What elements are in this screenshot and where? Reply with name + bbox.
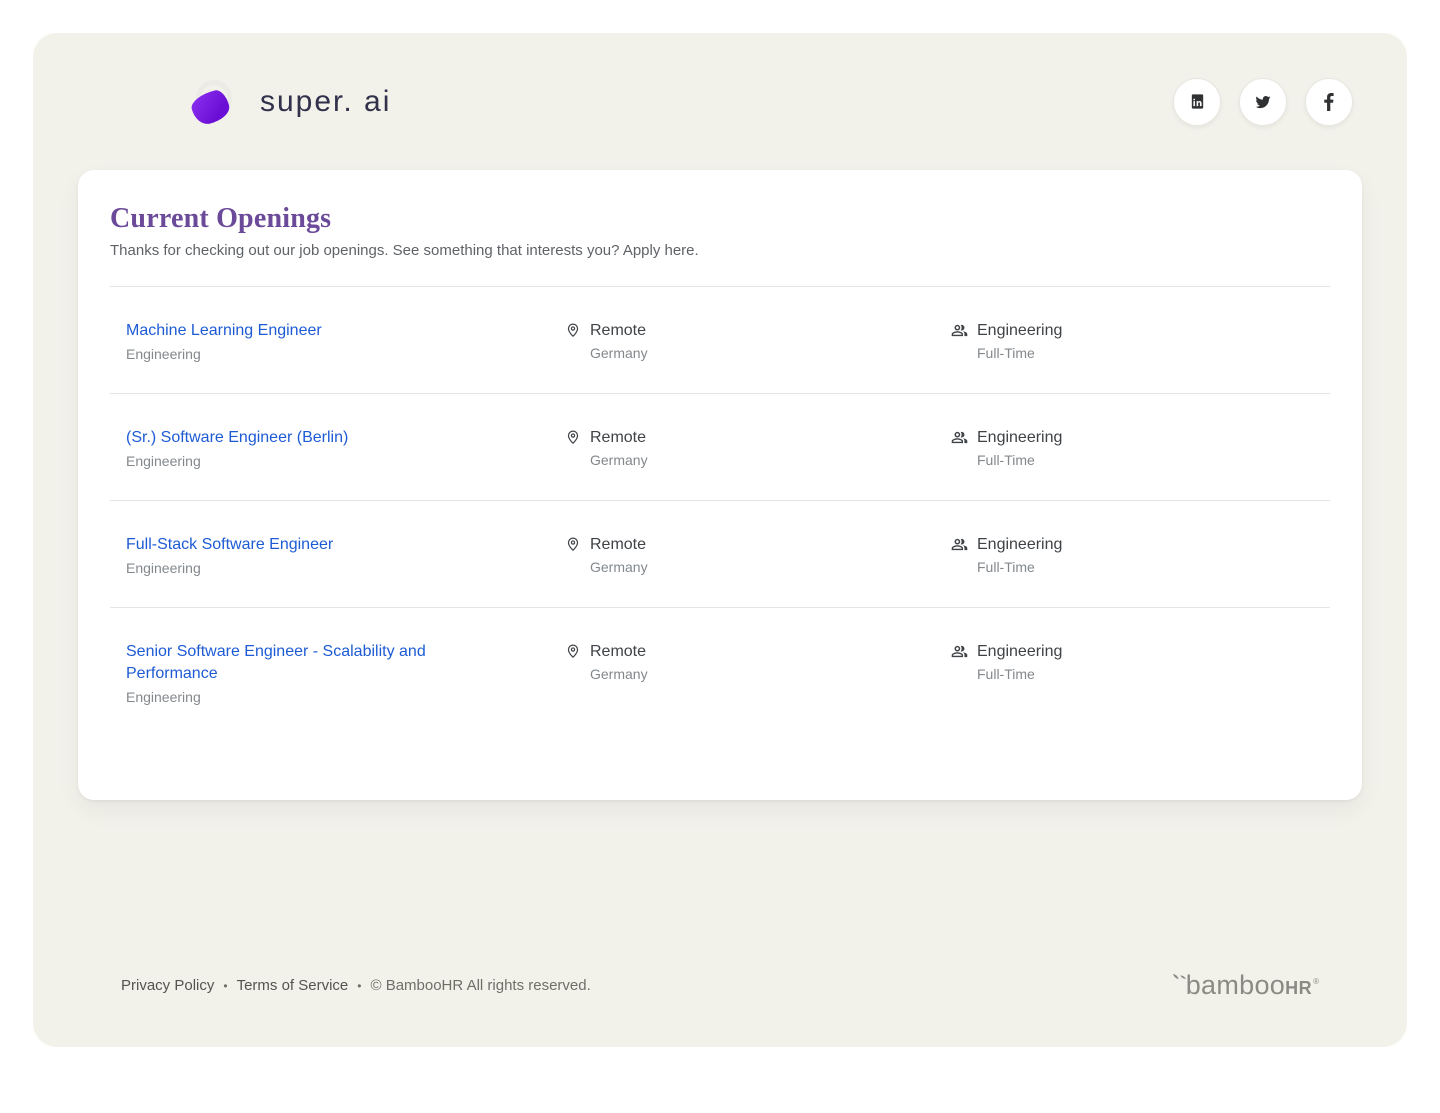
job-location-cell: Remote Germany bbox=[565, 534, 951, 578]
job-list: Machine Learning Engineer Engineering Re… bbox=[110, 286, 1330, 736]
footer-separator: • bbox=[357, 978, 362, 993]
job-country: Germany bbox=[590, 345, 648, 361]
job-row: Machine Learning Engineer Engineering Re… bbox=[110, 286, 1330, 393]
people-icon bbox=[951, 536, 968, 578]
facebook-icon bbox=[1324, 92, 1334, 111]
job-department: Engineering bbox=[126, 346, 201, 362]
job-country: Germany bbox=[590, 452, 648, 468]
job-location-cell: Remote Germany bbox=[565, 320, 951, 364]
job-employment-type: Full-Time bbox=[977, 345, 1035, 361]
header: super. ai bbox=[33, 33, 1407, 170]
registered-mark: ® bbox=[1313, 977, 1319, 986]
location-pin-icon bbox=[565, 643, 581, 707]
job-group: Engineering bbox=[977, 322, 1063, 339]
linkedin-button[interactable] bbox=[1173, 77, 1221, 126]
location-pin-icon bbox=[565, 322, 581, 364]
job-row: (Sr.) Software Engineer (Berlin) Enginee… bbox=[110, 393, 1330, 500]
job-location: Remote bbox=[590, 536, 647, 553]
brand-wordmark: super. ai bbox=[260, 84, 392, 118]
facebook-button[interactable] bbox=[1305, 77, 1353, 126]
job-group: Engineering bbox=[977, 429, 1063, 446]
brand-logo: super. ai bbox=[188, 78, 392, 127]
job-location-cell: Remote Germany bbox=[565, 427, 951, 471]
copyright-text: © BambooHR All rights reserved. bbox=[370, 977, 591, 994]
footer-separator: • bbox=[223, 978, 228, 993]
careers-page-canvas: super. ai Current Openings Thanks for bbox=[33, 33, 1407, 1047]
job-title-cell: Full-Stack Software Engineer Engineering bbox=[110, 534, 565, 578]
job-title-link[interactable]: Senior Software Engineer - Scalability a… bbox=[126, 643, 426, 682]
job-country: Germany bbox=[590, 559, 648, 575]
job-row: Senior Software Engineer - Scalability a… bbox=[110, 607, 1330, 736]
job-location: Remote bbox=[590, 322, 647, 339]
job-location-cell: Remote Germany bbox=[565, 641, 951, 707]
job-employment-type: Full-Time bbox=[977, 452, 1035, 468]
superai-logo-icon bbox=[188, 78, 238, 127]
twitter-icon bbox=[1254, 93, 1272, 111]
job-department: Engineering bbox=[126, 453, 201, 469]
people-icon bbox=[951, 643, 968, 707]
job-title-link[interactable]: Full-Stack Software Engineer bbox=[126, 536, 334, 553]
job-group-cell: Engineering Full-Time bbox=[951, 534, 1330, 578]
terms-of-service-link[interactable]: Terms of Service bbox=[236, 977, 349, 994]
bamboo-logo-hr: HR bbox=[1285, 978, 1313, 998]
job-department: Engineering bbox=[126, 560, 201, 576]
job-group: Engineering bbox=[977, 536, 1063, 553]
job-title-link[interactable]: (Sr.) Software Engineer (Berlin) bbox=[126, 429, 349, 446]
linkedin-icon bbox=[1189, 93, 1206, 110]
location-pin-icon bbox=[565, 429, 581, 471]
social-links bbox=[1173, 77, 1353, 126]
people-icon bbox=[951, 429, 968, 471]
job-employment-type: Full-Time bbox=[977, 559, 1035, 575]
job-group-cell: Engineering Full-Time bbox=[951, 641, 1330, 707]
job-employment-type: Full-Time bbox=[977, 666, 1035, 682]
job-group-cell: Engineering Full-Time bbox=[951, 427, 1330, 471]
job-title-cell: Senior Software Engineer - Scalability a… bbox=[110, 641, 565, 707]
people-icon bbox=[951, 322, 968, 364]
job-country: Germany bbox=[590, 666, 648, 682]
page-subtitle: Thanks for checking out our job openings… bbox=[110, 242, 699, 259]
job-group-cell: Engineering Full-Time bbox=[951, 320, 1330, 364]
privacy-policy-link[interactable]: Privacy Policy bbox=[121, 977, 215, 994]
page-title: Current Openings bbox=[110, 203, 332, 234]
twitter-button[interactable] bbox=[1239, 77, 1287, 126]
bamboo-leaf-icon bbox=[1172, 972, 1188, 990]
job-row: Full-Stack Software Engineer Engineering… bbox=[110, 500, 1330, 607]
job-title-link[interactable]: Machine Learning Engineer bbox=[126, 322, 322, 339]
openings-card: Current Openings Thanks for checking out… bbox=[78, 170, 1362, 800]
footer: Privacy Policy • Terms of Service • © Ba… bbox=[121, 970, 1319, 1001]
job-title-cell: (Sr.) Software Engineer (Berlin) Enginee… bbox=[110, 427, 565, 471]
job-location: Remote bbox=[590, 643, 647, 660]
job-title-cell: Machine Learning Engineer Engineering bbox=[110, 320, 565, 364]
bamboo-logo-text: bamboo bbox=[1185, 970, 1286, 1000]
bamboohr-logo[interactable]: bamboo HR ® bbox=[1172, 970, 1319, 1001]
job-group: Engineering bbox=[977, 643, 1063, 660]
job-department: Engineering bbox=[126, 689, 201, 705]
location-pin-icon bbox=[565, 536, 581, 578]
job-location: Remote bbox=[590, 429, 647, 446]
footer-links: Privacy Policy • Terms of Service • © Ba… bbox=[121, 977, 591, 994]
